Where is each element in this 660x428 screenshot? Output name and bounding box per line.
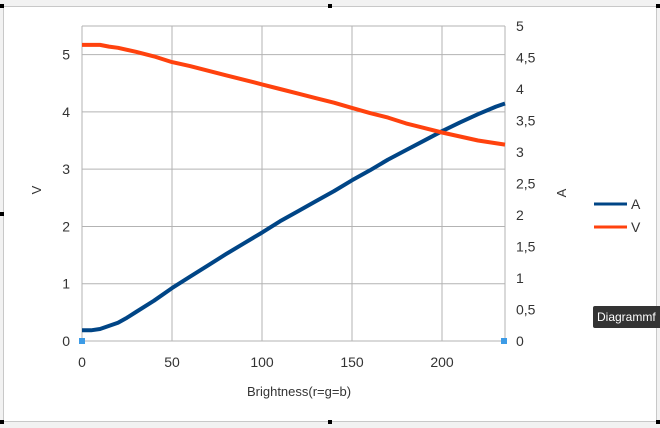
axis-handle-right bbox=[501, 338, 507, 344]
grid bbox=[81, 25, 506, 342]
y-left-tick-label: 4 bbox=[62, 104, 70, 120]
axis-handle-left bbox=[79, 338, 85, 344]
y-right-tick-label: 0,5 bbox=[516, 302, 536, 318]
y-right-tick-label: 1 bbox=[516, 270, 524, 286]
y-left-tick-label: 2 bbox=[62, 218, 70, 234]
x-tick-label: 200 bbox=[430, 354, 454, 370]
handle-top-center bbox=[328, 4, 332, 8]
y-right-tick-label: 3 bbox=[516, 144, 524, 160]
chart-frame[interactable] bbox=[3, 6, 657, 422]
series-lines bbox=[82, 42, 506, 333]
chart-tooltip: Diagrammf bbox=[593, 306, 660, 328]
handle-middle-left bbox=[0, 212, 4, 216]
legend-label-a: A bbox=[631, 196, 641, 212]
x-tick-label: 100 bbox=[250, 354, 274, 370]
legend-label-v: V bbox=[631, 219, 641, 235]
series-line-v[interactable] bbox=[82, 42, 506, 147]
selection-handles[interactable] bbox=[0, 4, 660, 424]
y-right-tick-label: 0 bbox=[516, 333, 524, 349]
y-right-tick-label: 4 bbox=[516, 81, 524, 97]
legend: A V bbox=[594, 196, 641, 235]
handle-top-left bbox=[0, 4, 4, 8]
series-line-a[interactable] bbox=[82, 101, 506, 333]
y-right-tick-label: 3,5 bbox=[516, 113, 536, 129]
x-tick-label: 0 bbox=[78, 354, 86, 370]
handle-bottom-right bbox=[656, 420, 660, 424]
y-right-tick-label: 4,5 bbox=[516, 50, 536, 66]
y-left-axis-ticks: 0 1 2 3 4 5 bbox=[62, 47, 70, 349]
y-right-tick-label: 2,5 bbox=[516, 176, 536, 192]
y-left-tick-label: 5 bbox=[62, 47, 70, 63]
y-left-tick-label: 0 bbox=[62, 333, 70, 349]
x-axis-title: Brightness(r=g=b) bbox=[247, 384, 351, 399]
x-tick-label: 150 bbox=[340, 354, 364, 370]
y-right-axis-ticks: 0 0,5 1 1,5 2 2,5 3 3,5 4 4,5 5 bbox=[516, 18, 536, 349]
x-axis-ticks: 0 50 100 150 200 bbox=[78, 354, 454, 370]
y-right-axis-title: A bbox=[554, 188, 569, 197]
handle-bottom-left bbox=[0, 420, 4, 424]
handle-top-right bbox=[656, 4, 660, 8]
handle-bottom-center bbox=[328, 420, 332, 424]
y-left-axis-title: V bbox=[29, 185, 44, 194]
y-right-tick-label: 1,5 bbox=[516, 239, 536, 255]
x-tick-label: 50 bbox=[164, 354, 180, 370]
y-right-tick-label: 2 bbox=[516, 207, 524, 223]
y-left-tick-label: 1 bbox=[62, 276, 70, 292]
y-left-tick-label: 3 bbox=[62, 161, 70, 177]
y-right-tick-label: 5 bbox=[516, 18, 524, 34]
